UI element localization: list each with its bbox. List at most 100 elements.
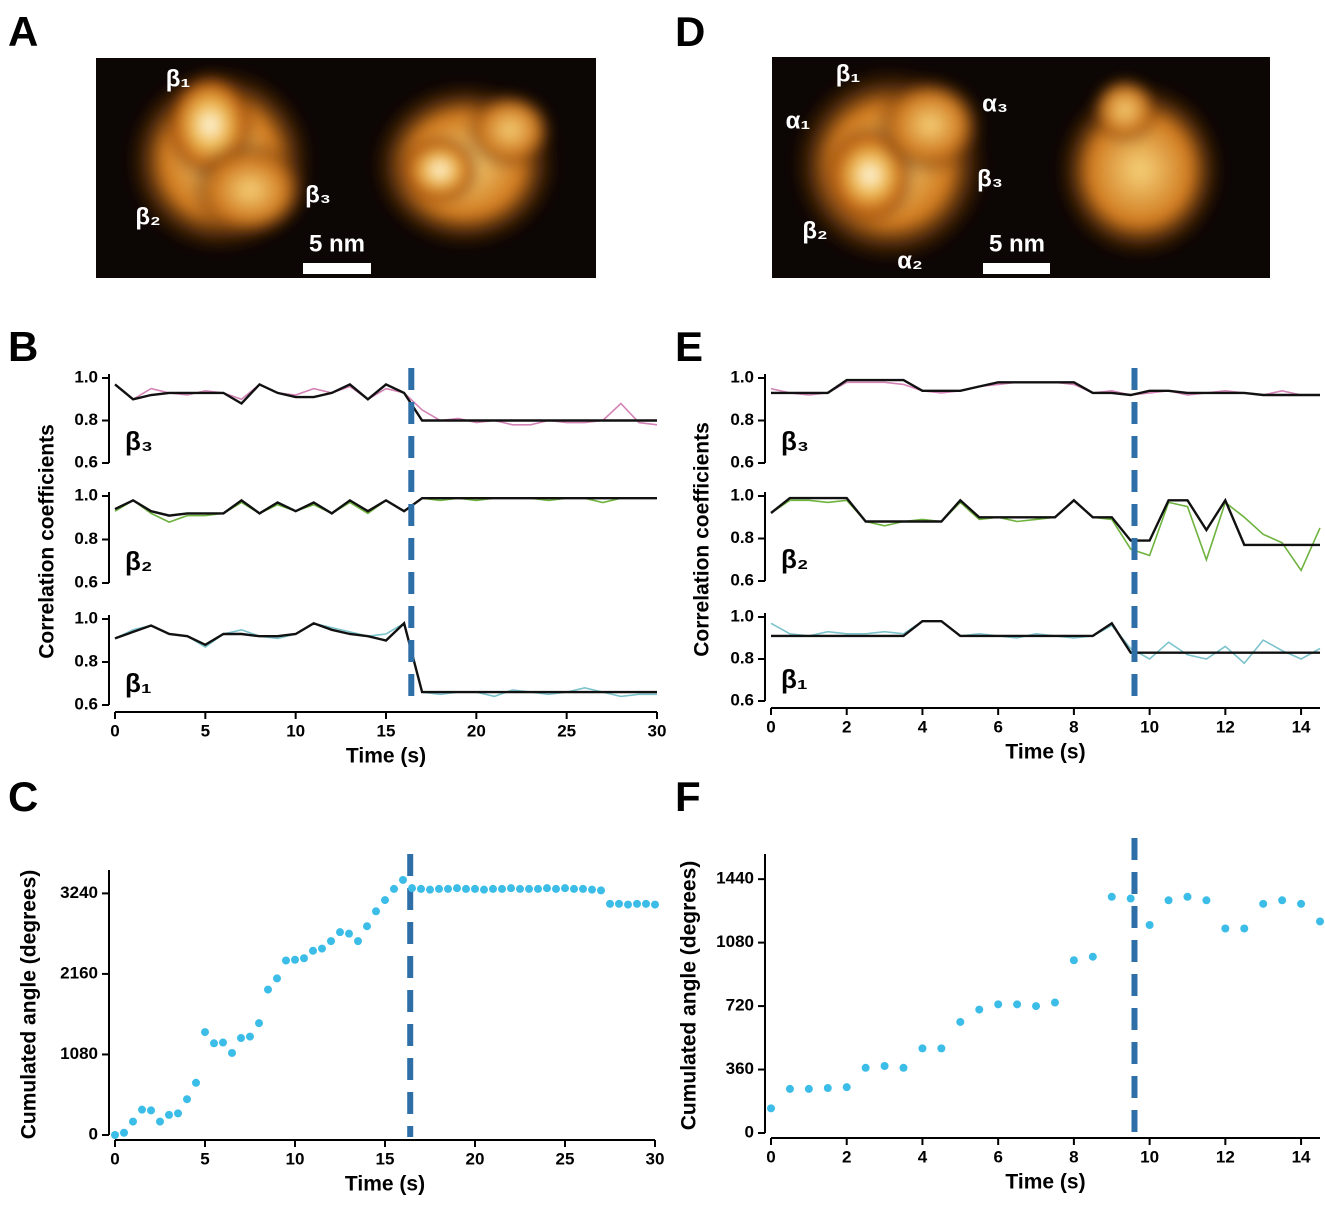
panel-label: D	[675, 8, 705, 55]
y-tick-label: 0.8	[74, 410, 98, 429]
data-point	[1069, 956, 1078, 965]
data-point	[309, 946, 317, 955]
x-tick-label: 15	[376, 1149, 395, 1168]
data-point	[606, 899, 614, 908]
panel-label: E	[675, 323, 703, 370]
trace-line	[770, 620, 1321, 665]
x-tick-label: 5	[200, 1149, 209, 1168]
data-point	[516, 884, 524, 893]
y-tick-label: 0.6	[730, 452, 754, 471]
x-tick-label: 8	[1069, 1147, 1078, 1166]
subplot-label: β₁	[125, 668, 152, 698]
data-point	[1013, 1000, 1022, 1009]
x-tick-label: 6	[993, 717, 1002, 736]
y-tick-label: 1.0	[730, 606, 754, 625]
image-label: β₁	[836, 60, 861, 87]
data-point	[1126, 894, 1135, 903]
data-point	[842, 1083, 851, 1092]
y-tick-label: 0.6	[730, 570, 754, 589]
data-point	[561, 884, 569, 893]
data-point	[147, 1106, 155, 1115]
data-point	[183, 1095, 191, 1104]
data-point	[201, 1028, 209, 1037]
data-point	[861, 1063, 870, 1072]
y-tick-label: 360	[726, 1059, 754, 1078]
data-point	[543, 884, 551, 893]
data-point	[767, 1104, 775, 1113]
x-tick-label: 30	[648, 721, 667, 740]
data-point	[291, 955, 299, 964]
x-tick-label: 12	[1216, 1147, 1235, 1166]
x-tick-label: 0	[110, 1149, 119, 1168]
image-label: β₃	[305, 181, 331, 208]
fit-line	[770, 496, 1320, 547]
panel-label: F	[675, 773, 701, 820]
data-point	[1297, 899, 1306, 908]
data-point	[363, 922, 371, 931]
data-point	[345, 929, 353, 938]
y-tick-label: 0.8	[730, 528, 754, 547]
image-label: β₃	[977, 165, 1003, 192]
y-axis-label: Correlation coefficients	[36, 424, 59, 659]
data-point	[282, 956, 290, 965]
data-point	[156, 1117, 164, 1126]
data-point	[570, 884, 578, 893]
data-point	[372, 907, 380, 916]
data-point	[480, 885, 488, 894]
panel-label: A	[8, 8, 38, 55]
x-tick-label: 14	[1292, 1147, 1311, 1166]
y-tick-label: 0.6	[74, 572, 98, 591]
afm-image	[772, 57, 1270, 278]
panel-label: B	[8, 323, 38, 370]
data-point	[804, 1084, 813, 1093]
x-tick-label: 10	[1140, 1147, 1159, 1166]
x-tick-label: 4	[918, 717, 928, 736]
x-tick-label: 2	[842, 1147, 851, 1166]
image-label: α₂	[897, 247, 922, 274]
data-point	[273, 974, 281, 983]
data-point	[498, 884, 506, 893]
scale-label: 5 nm	[309, 230, 365, 257]
scale-bar	[303, 263, 371, 274]
y-tick-label: 1.0	[730, 367, 754, 386]
data-point	[899, 1063, 908, 1072]
data-point	[165, 1110, 173, 1119]
x-tick-label: 0	[766, 717, 775, 736]
data-point	[336, 928, 344, 937]
data-point	[300, 954, 308, 963]
data-point	[318, 944, 326, 953]
data-point	[552, 884, 560, 893]
x-tick-label: 10	[286, 721, 305, 740]
data-point	[615, 899, 623, 908]
data-point	[471, 884, 479, 893]
data-point	[408, 884, 416, 893]
subplot-label: β₂	[125, 546, 152, 576]
data-point	[426, 885, 434, 894]
x-tick-label: 10	[1140, 717, 1159, 736]
fit-line	[114, 382, 657, 422]
data-point	[381, 896, 389, 905]
x-tick-label: 25	[557, 721, 576, 740]
y-tick-label: 1.0	[74, 485, 98, 504]
y-axis-label: Correlation coefficients	[691, 422, 714, 657]
data-point	[219, 1038, 227, 1047]
scale-label: 5 nm	[989, 230, 1045, 257]
data-point	[642, 899, 650, 908]
data-point	[228, 1048, 236, 1057]
y-axis-label: Cumulated angle (degrees)	[18, 870, 41, 1140]
data-point	[525, 884, 533, 893]
image-label: β₂	[802, 217, 827, 244]
data-point	[880, 1062, 889, 1071]
data-point	[633, 899, 641, 908]
x-axis-label: Time (s)	[346, 745, 426, 768]
data-point	[354, 937, 362, 946]
data-point	[111, 1131, 119, 1139]
image-label: α₁	[786, 107, 811, 134]
data-point	[597, 886, 605, 895]
x-tick-label: 2	[842, 717, 851, 736]
data-point	[937, 1044, 946, 1053]
data-point	[588, 885, 596, 894]
y-tick-label: 0.8	[74, 529, 98, 548]
x-tick-label: 25	[556, 1149, 575, 1168]
y-tick-label: 1.0	[74, 608, 98, 627]
